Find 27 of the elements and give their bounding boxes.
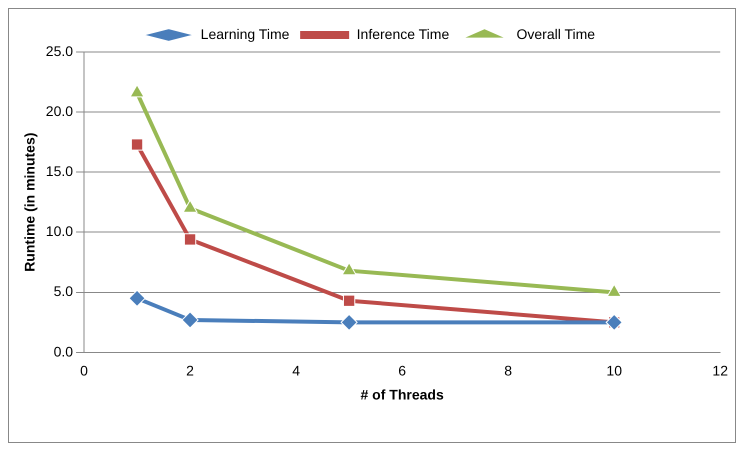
point bbox=[128, 290, 146, 307]
y-tick-label: 5.0 bbox=[54, 283, 74, 300]
point bbox=[184, 233, 196, 246]
x-tick-label: 4 bbox=[292, 362, 300, 379]
point bbox=[342, 294, 356, 307]
x-tick-label: 0 bbox=[80, 362, 88, 379]
point bbox=[182, 200, 198, 213]
legend-label: Learning Time bbox=[200, 26, 290, 42]
x-tick-label: 10 bbox=[606, 362, 622, 379]
legend-label: Overall Time bbox=[516, 26, 596, 42]
point bbox=[182, 311, 199, 328]
point bbox=[130, 84, 144, 98]
x-tick-label: 8 bbox=[504, 362, 512, 379]
y-axis-title: Runtime (in minutes) bbox=[21, 132, 38, 272]
point bbox=[342, 262, 357, 276]
x-axis-title: # of Threads bbox=[360, 386, 444, 402]
point bbox=[606, 314, 623, 331]
y-tick-label: 10.0 bbox=[46, 223, 74, 240]
x-tick-label: 2 bbox=[186, 362, 194, 379]
legend-label: Inference Time bbox=[356, 26, 450, 42]
y-tick-label: 15.0 bbox=[46, 163, 74, 180]
y-tick-label: 20.0 bbox=[46, 102, 74, 119]
x-tick-label: 12 bbox=[712, 362, 728, 379]
x-tick-label: 6 bbox=[398, 362, 406, 379]
point bbox=[340, 314, 358, 331]
y-tick-label: 0.0 bbox=[54, 343, 74, 360]
y-tick-label: 25.0 bbox=[46, 42, 74, 59]
